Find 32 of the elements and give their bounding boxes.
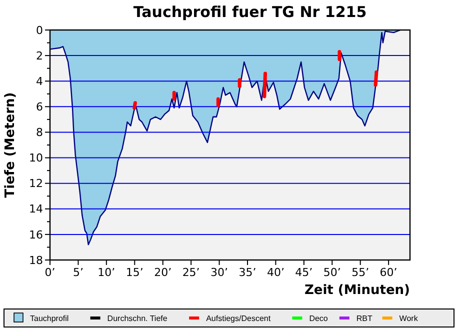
x-tick-label: 45’ (295, 266, 313, 279)
x-tick-label: 20’ (154, 266, 172, 279)
legend-label: Work (399, 314, 419, 323)
y-tick-label: 18 (29, 254, 43, 267)
x-tick-label: 55’ (352, 266, 370, 279)
y-tick-label: 10 (29, 152, 43, 165)
x-tick-label: 30’ (210, 266, 228, 279)
y-tick-label: 14 (29, 202, 43, 216)
y-tick-label: 6 (36, 100, 43, 114)
y-tick-label: 12 (29, 177, 43, 190)
y-tick-label: 0 (36, 24, 43, 37)
x-tick-label: 0’ (44, 266, 56, 279)
y-tick-label: 8 (36, 126, 43, 140)
chart-title: Tauchprofil fuer TG Nr 1215 (133, 3, 367, 21)
x-tick-label: 10’ (98, 266, 116, 279)
y-tick-label: 16 (29, 228, 43, 242)
x-tick-label: 40’ (266, 266, 284, 279)
legend-label: Durchschn. Tiefe (107, 314, 168, 323)
legend-label: Tauchprofil (30, 314, 69, 323)
x-tick-label: 15’ (126, 266, 144, 279)
x-tick-label: 50’ (323, 266, 341, 279)
legend-label: Aufstiegs/Descent (206, 314, 272, 323)
legend-label: RBT (356, 314, 373, 323)
y-axis-title: Tiefe (Metern) (3, 92, 18, 198)
x-tick-label: 5’ (72, 266, 84, 279)
x-tick-label: 35’ (238, 266, 256, 279)
x-tick-label: 25’ (182, 266, 200, 279)
y-tick-label: 4 (36, 74, 43, 88)
x-axis-title: Zeit (Minuten) (304, 283, 410, 298)
y-tick-label: 2 (36, 49, 43, 62)
x-tick-label: 60’ (380, 266, 398, 279)
legend-label: Deco (309, 314, 328, 323)
